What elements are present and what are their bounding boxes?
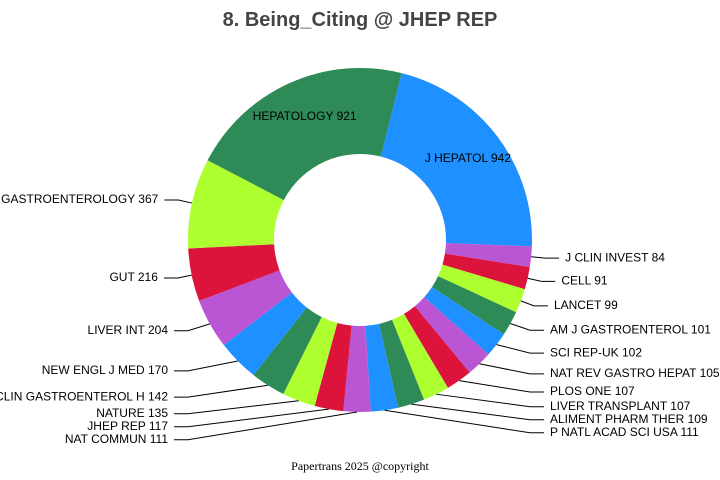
slice-jhep-rep [314,322,352,412]
leader-new-engl-j-med [174,360,238,372]
slice-liver-int [199,270,292,346]
leader-jhep-rep [174,408,329,428]
label-lancet: LANCET 99 [554,298,618,312]
label-hepatology: HEPATOLOGY 921 [253,109,357,123]
slice-plos-one [403,306,470,388]
leader-cell [527,277,556,282]
label-nat-commun: NAT COMMUN 111 [65,432,168,446]
slice-gastroenterology [188,160,284,249]
leader-lines [163,199,560,441]
leader-j-clin-invest [531,256,560,259]
leader-gastroenterology [164,199,193,204]
slice-aliment-pharm-ther [379,319,425,408]
slice-nat-rev-gastro-hepat [414,297,489,373]
slice-lancet [438,264,525,313]
leader-lancet [520,300,548,307]
leader-clin-gastroenterol-h [174,384,268,398]
leader-liver-transplant [436,393,544,408]
label-liver-transplant: LIVER TRANSPLANT 107 [550,399,691,413]
label-aliment-pharm-ther: ALIMENT PHARM THER 109 [550,412,708,426]
label-nat-rev-gastro-hepat: NAT REV GASTRO HEPAT 105 [550,366,720,380]
slice-nature [283,316,338,406]
leader-p-natl-acad-sci-usa [384,409,544,434]
slice-j-hepatol [380,73,532,247]
label-p-natl-acad-sci-usa: P NATL ACAD SCI USA 111 [550,425,699,439]
slice-labels: J HEPATOL 942 HEPATOLOGY 921 J CLIN INVEST… [0,109,720,446]
leader-nat-commun [174,411,358,441]
slice-am-j-gastroenterol [431,276,517,335]
slice-nat-commun [343,325,371,412]
label-j-hepatol: J HEPATOL 942 [425,151,512,165]
leader-am-j-gastroenterol [510,322,544,331]
label-plos-one: PLOS ONE 107 [550,384,635,398]
label-liver-int: LIVER INT 204 [88,323,169,337]
slice-p-natl-acad-sci-usa [365,323,399,412]
label-gut: GUT 216 [109,270,158,284]
leader-sci-rep-uk [496,344,544,354]
label-gastroenterology: GASTROENTEROLOGY 367 [1,192,158,206]
donut-slices [188,68,532,412]
label-cell: CELL 91 [561,274,608,288]
label-nature: NATURE 135 [96,406,168,420]
slice-sci-rep-uk [424,287,504,355]
slice-hepatology [207,68,402,201]
leader-plos-one [459,380,544,393]
slice-liver-transplant [392,313,448,400]
label-sci-rep-uk: SCI REP-UK 102 [550,345,642,359]
leader-gut [163,274,192,279]
chart-title: 8. Being_Citing @ JHEP REP [223,9,498,31]
label-j-clin-invest: J CLIN INVEST 84 [565,250,665,264]
slice-gut [188,244,280,301]
slice-new-engl-j-med [223,292,307,376]
slice-clin-gastroenterol-h [253,307,322,394]
label-new-engl-j-med: NEW ENGL J MED 170 [42,363,169,377]
slice-j-clin-invest [444,243,532,268]
leader-nature [174,400,299,415]
leader-aliment-pharm-ther [411,403,544,421]
label-jhep-rep: JHEP REP 117 [87,419,168,433]
slice-cell [442,253,530,290]
leader-nat-rev-gastro-hepat [479,363,544,375]
copyright-footer: Papertrans 2025 @copyright [291,459,429,473]
label-am-j-gastroenterol: AM J GASTROENTEROL 101 [550,322,711,336]
label-clin-gastroenterol-h: CLIN GASTROENTEROL H 142 [0,389,168,403]
leader-liver-int [174,323,210,332]
